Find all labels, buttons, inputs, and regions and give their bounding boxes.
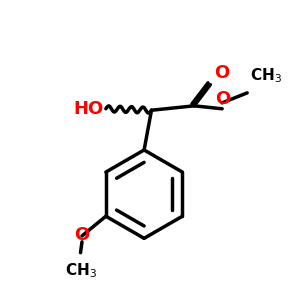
Text: O: O bbox=[74, 226, 90, 244]
Text: HO: HO bbox=[73, 100, 104, 118]
Text: CH$_3$: CH$_3$ bbox=[250, 66, 281, 85]
Text: O: O bbox=[215, 90, 230, 108]
Text: CH$_3$: CH$_3$ bbox=[64, 261, 97, 280]
Text: O: O bbox=[214, 64, 229, 82]
